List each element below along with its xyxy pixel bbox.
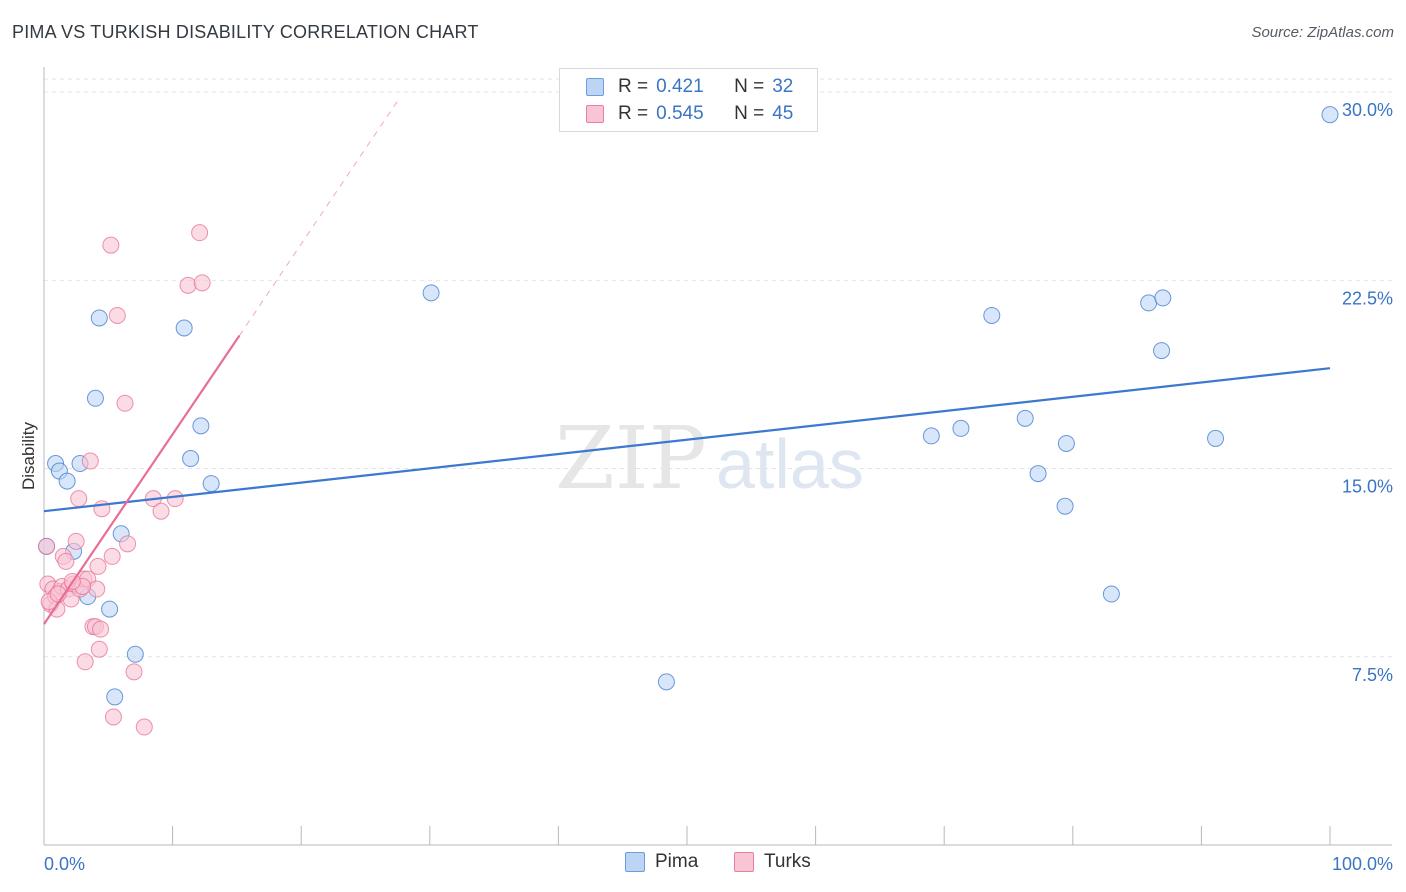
point-pima	[1321, 106, 1339, 124]
point-turks	[166, 490, 184, 508]
source-credit: Source: ZipAtlas.com	[1251, 24, 1394, 41]
point-turks	[70, 490, 88, 508]
point-pima	[202, 475, 220, 493]
y-tick-label: 30.0%	[1342, 100, 1393, 120]
point-pima	[1029, 465, 1047, 483]
watermark-zip: ZIP	[555, 409, 707, 509]
trend-line-pima	[43, 367, 1331, 513]
point-turks	[152, 502, 170, 520]
grid	[44, 78, 1392, 658]
point-pima	[1016, 409, 1034, 427]
point-turks	[76, 653, 94, 671]
point-pima	[182, 450, 200, 468]
legend-swatch-turks	[586, 105, 604, 123]
point-turks	[103, 547, 121, 565]
x-tick-labels: 0.0% 100.0%	[44, 854, 1393, 874]
point-pima	[101, 600, 119, 618]
point-turks	[119, 535, 137, 553]
point-turks	[116, 394, 134, 412]
point-turks	[81, 452, 99, 470]
point-pima	[1056, 497, 1074, 515]
trend-line-extension-turks	[239, 96, 401, 336]
point-pima	[58, 472, 76, 490]
point-turks	[57, 552, 75, 570]
point-pima	[90, 309, 108, 327]
legend: R = 0.421 N = 32 R = 0.545 N = 45	[559, 68, 818, 132]
point-turks	[135, 718, 153, 736]
trend-line-turks	[43, 334, 241, 625]
point-pima	[922, 427, 940, 445]
point-pima	[657, 673, 675, 691]
chart-title: PIMA VS TURKISH DISABILITY CORRELATION C…	[12, 22, 479, 42]
point-pima	[126, 645, 144, 663]
point-pima	[422, 284, 440, 302]
point-pima	[1207, 429, 1225, 447]
point-turks	[102, 236, 120, 254]
point-turks	[104, 708, 122, 726]
point-turks	[191, 224, 209, 242]
legend-n-label: N =	[734, 103, 765, 124]
y-tick-labels: 7.5% 15.0% 22.5% 30.0%	[1342, 100, 1393, 685]
point-turks	[179, 276, 197, 294]
point-pima	[1057, 434, 1075, 452]
bottom-legend-swatch-pima	[625, 852, 645, 872]
legend-r-label: R =	[618, 76, 649, 97]
point-turks	[38, 537, 56, 555]
bottom-legend-turks: Turks	[734, 851, 811, 873]
point-turks	[125, 663, 143, 681]
x-tick-label: 0.0%	[44, 854, 85, 874]
point-pima	[1102, 585, 1120, 603]
legend-r-value: 0.421	[656, 76, 704, 97]
bottom-legend-label-turks: Turks	[764, 851, 811, 872]
point-turks	[92, 620, 110, 638]
bottom-legend-pima: Pima	[625, 851, 698, 873]
point-pima	[86, 389, 104, 407]
legend-row-pima: R = 0.421 N = 32	[586, 75, 793, 99]
legend-n-value: 45	[772, 103, 794, 124]
legend-swatch-pima	[586, 78, 604, 96]
y-tick-label: 22.5%	[1342, 288, 1393, 308]
watermark-atlas: atlas	[716, 425, 864, 503]
legend-n-value: 32	[772, 76, 794, 97]
legend-row-turks: R = 0.545 N = 45	[586, 102, 793, 126]
y-axis-label: Disability	[19, 421, 38, 490]
legend-n-label: N =	[734, 76, 765, 97]
point-pima	[952, 419, 970, 437]
y-tick-label: 15.0%	[1342, 477, 1393, 497]
point-turks	[88, 580, 106, 598]
point-pima	[175, 319, 193, 337]
axes	[43, 67, 1392, 846]
point-turks	[108, 306, 126, 324]
bottom-legend-swatch-turks	[734, 852, 754, 872]
x-tick-label: 100.0%	[1332, 854, 1393, 874]
bottom-legend-label-pima: Pima	[655, 851, 699, 872]
point-turks	[67, 532, 85, 550]
point-pima	[192, 417, 210, 435]
point-pima	[1154, 289, 1172, 307]
point-pima	[983, 306, 1001, 324]
point-pima	[1140, 294, 1158, 312]
y-tick-label: 7.5%	[1352, 665, 1393, 685]
legend-r-label: R =	[618, 103, 649, 124]
point-pima	[106, 688, 124, 706]
point-turks	[193, 274, 211, 292]
trend-lines	[43, 96, 1331, 625]
point-turks	[90, 640, 108, 658]
point-pima	[1153, 342, 1171, 360]
legend-r-value: 0.545	[656, 103, 704, 124]
point-turks	[89, 557, 107, 575]
